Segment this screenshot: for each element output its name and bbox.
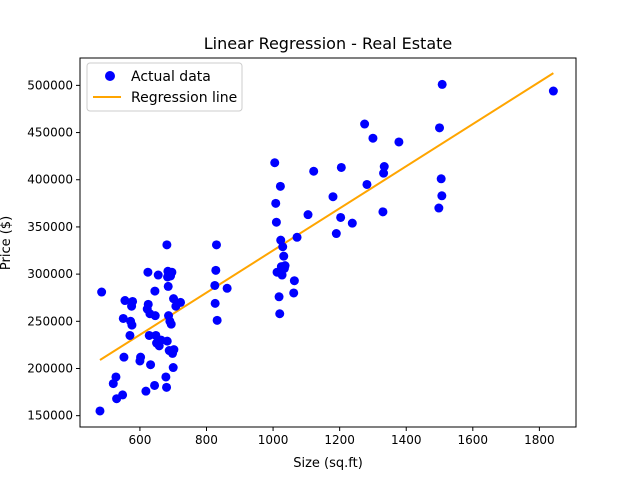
data-point	[336, 162, 346, 172]
data-point	[210, 280, 220, 290]
chart-legend: Actual data Regression line	[86, 62, 243, 112]
data-point	[120, 296, 130, 306]
x-tick-label: 1400	[391, 433, 422, 447]
data-point	[162, 240, 172, 250]
x-tick-label: 1000	[258, 433, 289, 447]
data-point	[279, 251, 289, 261]
plot-area	[95, 72, 558, 416]
x-axis-label: Size (sq.ft)	[293, 456, 363, 471]
plot-frame	[79, 57, 577, 428]
axes: 600 800 1000 1200 1400 1600 1800 150000 200000 25…	[27, 57, 577, 447]
data-point	[368, 133, 378, 143]
data-point	[379, 162, 389, 172]
data-point	[328, 192, 338, 202]
data-point	[436, 174, 446, 184]
data-point	[144, 330, 154, 340]
data-point	[275, 309, 285, 319]
data-point	[347, 218, 357, 228]
data-point	[168, 363, 178, 373]
data-point	[150, 286, 160, 296]
data-point	[167, 267, 177, 277]
data-point	[548, 86, 558, 96]
data-point	[136, 352, 146, 362]
data-point	[278, 242, 288, 252]
data-point	[125, 330, 135, 340]
data-point	[150, 311, 160, 321]
data-point	[271, 198, 281, 208]
data-point	[141, 386, 151, 396]
data-point	[292, 232, 302, 242]
data-point	[394, 137, 404, 147]
y-tick-label: 500000	[27, 78, 73, 92]
x-tick-label: 1200	[324, 433, 355, 447]
data-point	[95, 406, 105, 416]
data-point	[309, 166, 319, 176]
data-point	[97, 287, 107, 297]
data-point	[336, 212, 346, 222]
legend-marker-actual-data	[105, 71, 115, 81]
x-tick-label: 800	[195, 433, 218, 447]
x-tick-label: 1800	[524, 433, 555, 447]
data-point	[176, 297, 186, 307]
data-point	[146, 360, 156, 370]
data-point	[435, 123, 445, 133]
data-point	[378, 207, 388, 217]
data-point	[143, 267, 153, 277]
legend-label-regression-line: Regression line	[131, 90, 237, 106]
data-point	[211, 240, 221, 250]
data-point	[437, 79, 447, 89]
data-point	[118, 390, 128, 400]
data-point	[289, 276, 299, 286]
y-tick-label: 300000	[27, 267, 73, 281]
data-point	[118, 313, 128, 323]
x-tick-label: 600	[128, 433, 151, 447]
data-point	[153, 270, 163, 280]
data-point	[162, 336, 172, 346]
data-point	[280, 261, 290, 271]
data-point	[150, 380, 160, 390]
data-point	[222, 283, 232, 293]
regression-line	[99, 72, 554, 361]
data-point	[210, 298, 220, 308]
chart-title: Linear Regression - Real Estate	[204, 34, 453, 53]
data-point	[143, 299, 153, 309]
y-tick-label: 350000	[27, 220, 73, 234]
data-point	[360, 119, 370, 129]
data-point	[166, 319, 176, 329]
y-tick-label: 200000	[27, 361, 73, 375]
data-point	[379, 168, 389, 178]
data-point	[434, 203, 444, 213]
data-point	[275, 181, 285, 191]
data-point	[111, 372, 121, 382]
data-point	[271, 217, 281, 227]
data-point	[119, 352, 129, 362]
data-point	[161, 372, 171, 382]
data-point	[162, 382, 172, 392]
data-point	[127, 320, 137, 330]
y-axis-label: Price ($)	[0, 216, 14, 270]
data-point	[211, 265, 221, 275]
data-point	[169, 345, 179, 355]
data-point	[163, 281, 173, 291]
data-point	[437, 191, 447, 201]
legend-frame	[86, 62, 243, 112]
x-tick-label: 1600	[458, 433, 489, 447]
data-point	[274, 292, 284, 302]
data-point	[212, 315, 222, 325]
y-tick-label: 400000	[27, 173, 73, 187]
data-point	[169, 294, 179, 304]
data-point	[331, 229, 341, 239]
data-point	[289, 288, 299, 298]
data-point	[362, 179, 372, 189]
y-tick-label: 450000	[27, 126, 73, 140]
legend-label-actual-data: Actual data	[131, 69, 211, 85]
y-tick-label: 250000	[27, 314, 73, 328]
data-point	[270, 158, 280, 168]
data-point	[128, 296, 138, 306]
data-point	[303, 210, 313, 220]
y-tick-label: 150000	[27, 409, 73, 423]
